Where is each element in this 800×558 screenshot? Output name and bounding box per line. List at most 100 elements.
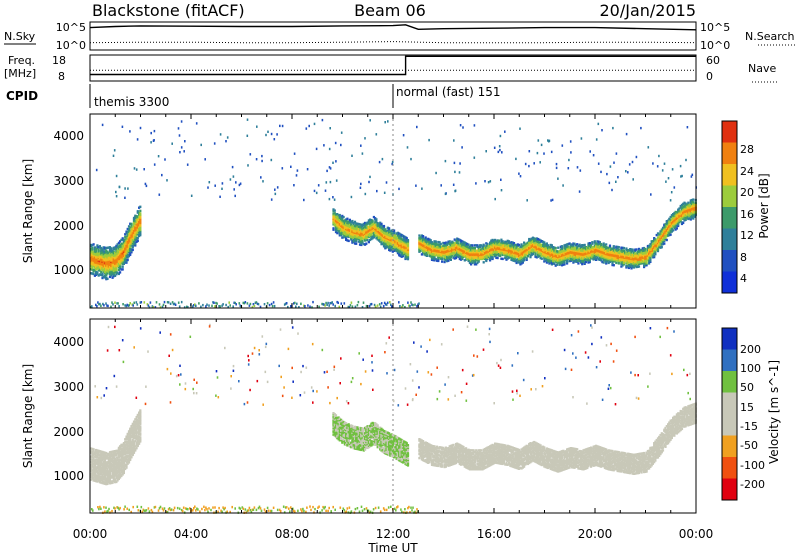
power-scatter-cell [606,173,608,175]
power-scatter-cell [658,155,660,157]
power-scatter-cell [538,139,540,141]
power-scatter-cell [384,192,386,194]
power-near-range-cell [118,305,120,307]
power-scatter-cell [612,127,614,129]
power-near-range-cell [324,304,326,306]
power-cell [527,255,529,257]
power-scatter-cell [134,167,136,169]
power-scatter-cell [214,185,216,187]
power-scatter-cell [632,161,634,163]
power-cell [137,237,139,239]
power-near-range-cell [358,301,360,303]
power-scatter-cell [461,146,463,148]
noise-left-tick-low: 10^0 [56,39,86,52]
power-cbar-tick-28: 28 [740,143,754,156]
power-scatter-cell [150,141,152,143]
power-cell [130,223,132,225]
power-near-range-cell [211,305,213,307]
velocity-panel: Slant Range [km] 1000 2000 3000 4000 Vel… [21,319,781,514]
power-scatter-cell [556,167,558,169]
power-near-range-cell [170,303,172,305]
power-cell [541,258,543,260]
power-near-range-cell [141,301,143,303]
power-cell [615,262,617,264]
power-near-range-cell [398,301,400,303]
power-scatter-cell [296,174,298,176]
power-ytick-4000: 4000 [53,129,84,143]
power-scatter-cell [271,198,273,200]
power-cell [577,262,579,264]
power-scatter-cell [581,137,583,139]
power-near-range-cell [245,301,247,303]
power-scatter-cell [247,119,249,121]
power-scatter-cell [568,159,570,161]
power-scatter-cell [316,148,318,150]
power-scatter-cell [179,151,181,153]
power-scatter-cell [625,170,627,172]
power-scatter-cell [183,150,185,152]
power-cell [609,245,611,247]
power-scatter-cell [233,175,235,177]
power-scatter-cell [551,151,553,153]
power-near-range-cell [399,305,401,307]
power-scatter-cell [261,160,263,162]
power-scatter-cell [136,168,138,170]
power-near-range-cell [304,305,306,307]
power-scatter-cell [360,183,362,185]
power-cell [122,268,124,270]
power-cell [635,248,637,250]
power-cell [618,246,620,248]
power-cell [365,243,367,245]
power-cbar-tick-24: 24 [740,165,754,178]
power-near-range-cell [267,302,269,304]
power-scatter-cell [181,146,183,148]
power-scatter-cell [326,181,328,183]
power-near-range-cell [337,302,339,304]
power-near-range-cell [328,304,330,306]
power-cell [638,265,640,267]
power-cell [594,240,596,242]
power-cell [502,258,504,260]
power-cell [98,249,100,251]
power-scatter-cell [557,178,559,180]
power-near-range-cell [222,303,224,305]
power-scatter-cell [376,133,378,135]
power-scatter-cell [440,184,442,186]
power-near-range-cell [219,305,221,307]
power-near-range-cell [133,302,135,304]
power-scatter-cell [525,163,527,165]
power-cell [584,244,586,246]
power-colorbar-segment [722,272,737,294]
power-cell [670,234,672,236]
power-scatter-cell [303,199,305,201]
power-scatter-cell [143,168,145,170]
power-scatter-cell [485,150,487,152]
power-scatter-cell [648,146,650,148]
power-scatter-cell [445,193,447,195]
power-scatter-cell [636,156,638,158]
power-near-range-cell [91,305,93,307]
power-scatter-cell [552,199,554,201]
power-scatter-cell [225,140,227,142]
power-near-range-cell [418,302,420,304]
power-near-range-cell [307,304,309,306]
power-near-range-cell [208,304,210,306]
power-near-range-cell [164,301,166,303]
power-scatter-cell [610,165,612,167]
power-cell [101,273,103,275]
power-scatter-cell [580,169,582,171]
power-cell [483,261,485,263]
power-cell [435,240,437,242]
power-near-range-cell [379,303,381,305]
power-scatter-cell [674,186,676,188]
power-scatter-cell [526,199,528,201]
power-near-range-cell [206,304,208,306]
power-near-range-cell [225,304,227,306]
power-cell [632,249,634,251]
power-near-range-cell [366,305,368,307]
power-scatter-cell [306,127,308,129]
power-scatter-cell [499,149,501,151]
power-cell [498,240,500,242]
power-scatter-cell [274,189,276,191]
power-scatter-cell [214,142,216,144]
